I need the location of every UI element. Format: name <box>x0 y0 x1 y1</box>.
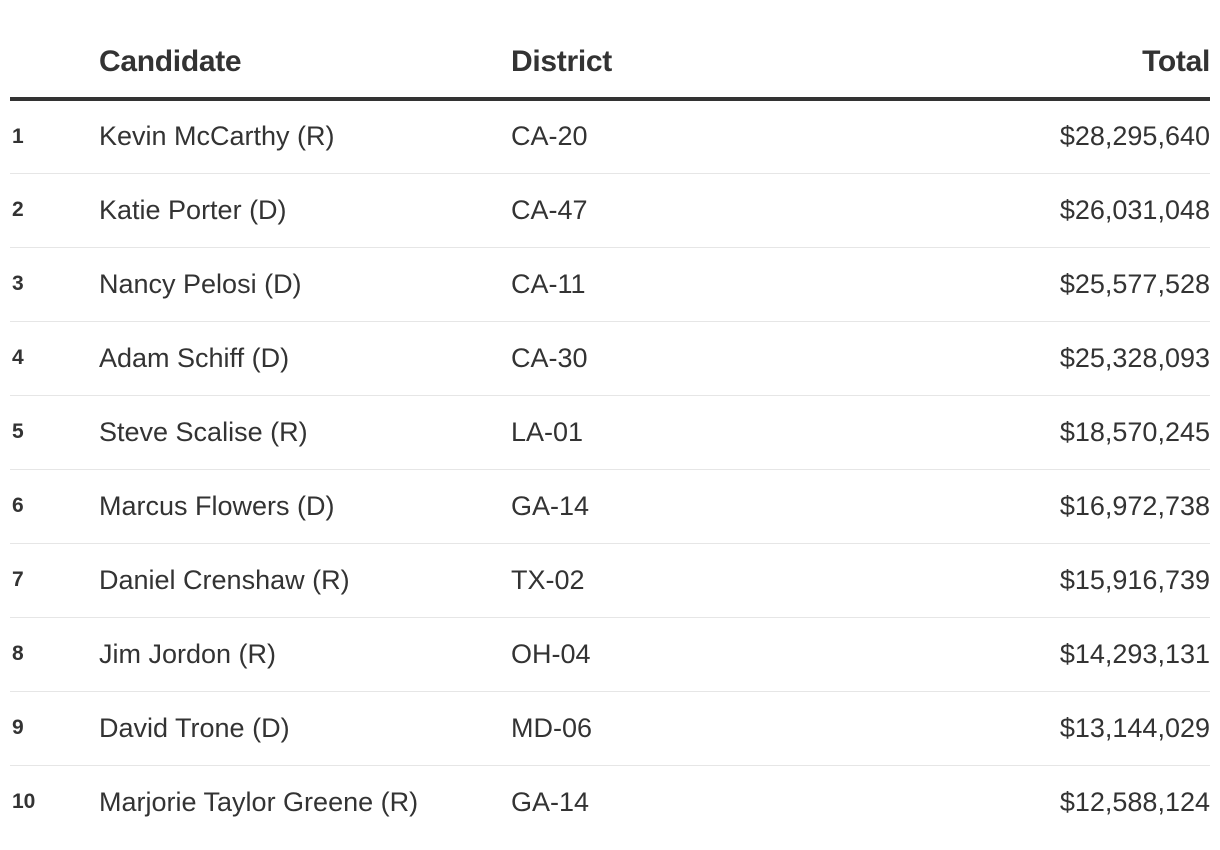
district-cell: MD-06 <box>511 691 931 766</box>
candidate-cell: Marjorie Taylor Greene (R) <box>99 786 419 817</box>
candidate-cell: Nancy Pelosi (D) <box>99 247 511 322</box>
candidate-totals-table-container: Candidate District Total 1 Kevin McCarthy… <box>10 0 1210 839</box>
candidate-cell: Kevin McCarthy (R) <box>99 99 511 174</box>
candidate-cell: Steve Scalise (R) <box>99 395 511 470</box>
district-cell: LA-01 <box>511 395 931 470</box>
header-candidate: Candidate <box>99 0 511 101</box>
rank-cell: 2 <box>10 173 99 248</box>
candidate-cell: Marcus Flowers (D) <box>99 469 511 544</box>
district-cell: GA-14 <box>511 469 931 544</box>
district-cell: OH-04 <box>511 617 931 692</box>
candidate-cell: Jim Jordon (R) <box>99 617 511 692</box>
total-cell: $15,916,739 <box>931 543 1210 618</box>
candidate-cell: Daniel Crenshaw (R) <box>99 543 511 618</box>
total-cell: $28,295,640 <box>931 99 1210 174</box>
district-cell: GA-14 <box>511 786 590 817</box>
rank-cell: 6 <box>10 469 99 544</box>
total-cell: $18,570,245 <box>931 395 1210 470</box>
table-row: 9 David Trone (D) MD-06 $13,144,029 <box>10 691 1210 766</box>
header-total: Total <box>931 0 1210 101</box>
district-cell: CA-30 <box>511 321 931 396</box>
total-cell: $25,328,093 <box>931 321 1210 396</box>
rank-cell: 9 <box>10 691 99 766</box>
candidate-cell: Katie Porter (D) <box>99 173 511 248</box>
rank-cell: 8 <box>10 617 99 692</box>
header-rank <box>10 0 99 101</box>
total-cell: $16,972,738 <box>931 469 1210 544</box>
rank-cell: 10 <box>12 790 36 814</box>
table-row: 6 Marcus Flowers (D) GA-14 $16,972,738 <box>10 469 1210 544</box>
total-cell: $25,577,528 <box>931 247 1210 322</box>
rank-cell: 4 <box>10 321 99 396</box>
candidate-cell: Adam Schiff (D) <box>99 321 511 396</box>
rank-cell: 1 <box>10 99 99 174</box>
rank-cell: 3 <box>10 247 99 322</box>
table-body: 1 Kevin McCarthy (R) CA-20 $28,295,640 2 Kati… <box>10 99 1210 839</box>
table-row: 5 Steve Scalise (R) LA-01 $18,570,245 <box>10 395 1210 470</box>
total-cell: $12,588,124 <box>1059 786 1210 817</box>
total-cell: $14,293,131 <box>931 617 1210 692</box>
table-row: 10 Marjorie Taylor Greene (R) GA-14 $12,588… <box>10 765 1210 839</box>
table-row: 3 Nancy Pelosi (D) CA-11 $25,577,528 <box>10 247 1210 322</box>
table-header: Candidate District Total <box>10 0 1210 101</box>
header-row: Candidate District Total <box>10 0 1210 101</box>
district-cell: TX-02 <box>511 543 931 618</box>
district-cell: CA-11 <box>511 247 931 322</box>
table-row: 1 Kevin McCarthy (R) CA-20 $28,295,640 <box>10 99 1210 174</box>
total-cell: $26,031,048 <box>931 173 1210 248</box>
total-cell: $13,144,029 <box>931 691 1210 766</box>
rank-cell: 7 <box>10 543 99 618</box>
district-cell: CA-20 <box>511 99 931 174</box>
table-row: 8 Jim Jordon (R) OH-04 $14,293,131 <box>10 617 1210 692</box>
header-district: District <box>511 0 931 101</box>
rank-cell: 5 <box>10 395 99 470</box>
table-row: 4 Adam Schiff (D) CA-30 $25,328,093 <box>10 321 1210 396</box>
district-cell: CA-47 <box>511 173 931 248</box>
table-row: 2 Katie Porter (D) CA-47 $26,031,048 <box>10 173 1210 248</box>
candidate-cell: David Trone (D) <box>99 691 511 766</box>
table-row: 7 Daniel Crenshaw (R) TX-02 $15,916,739 <box>10 543 1210 618</box>
candidate-totals-table: Candidate District Total 1 Kevin McCarthy… <box>10 0 1210 839</box>
